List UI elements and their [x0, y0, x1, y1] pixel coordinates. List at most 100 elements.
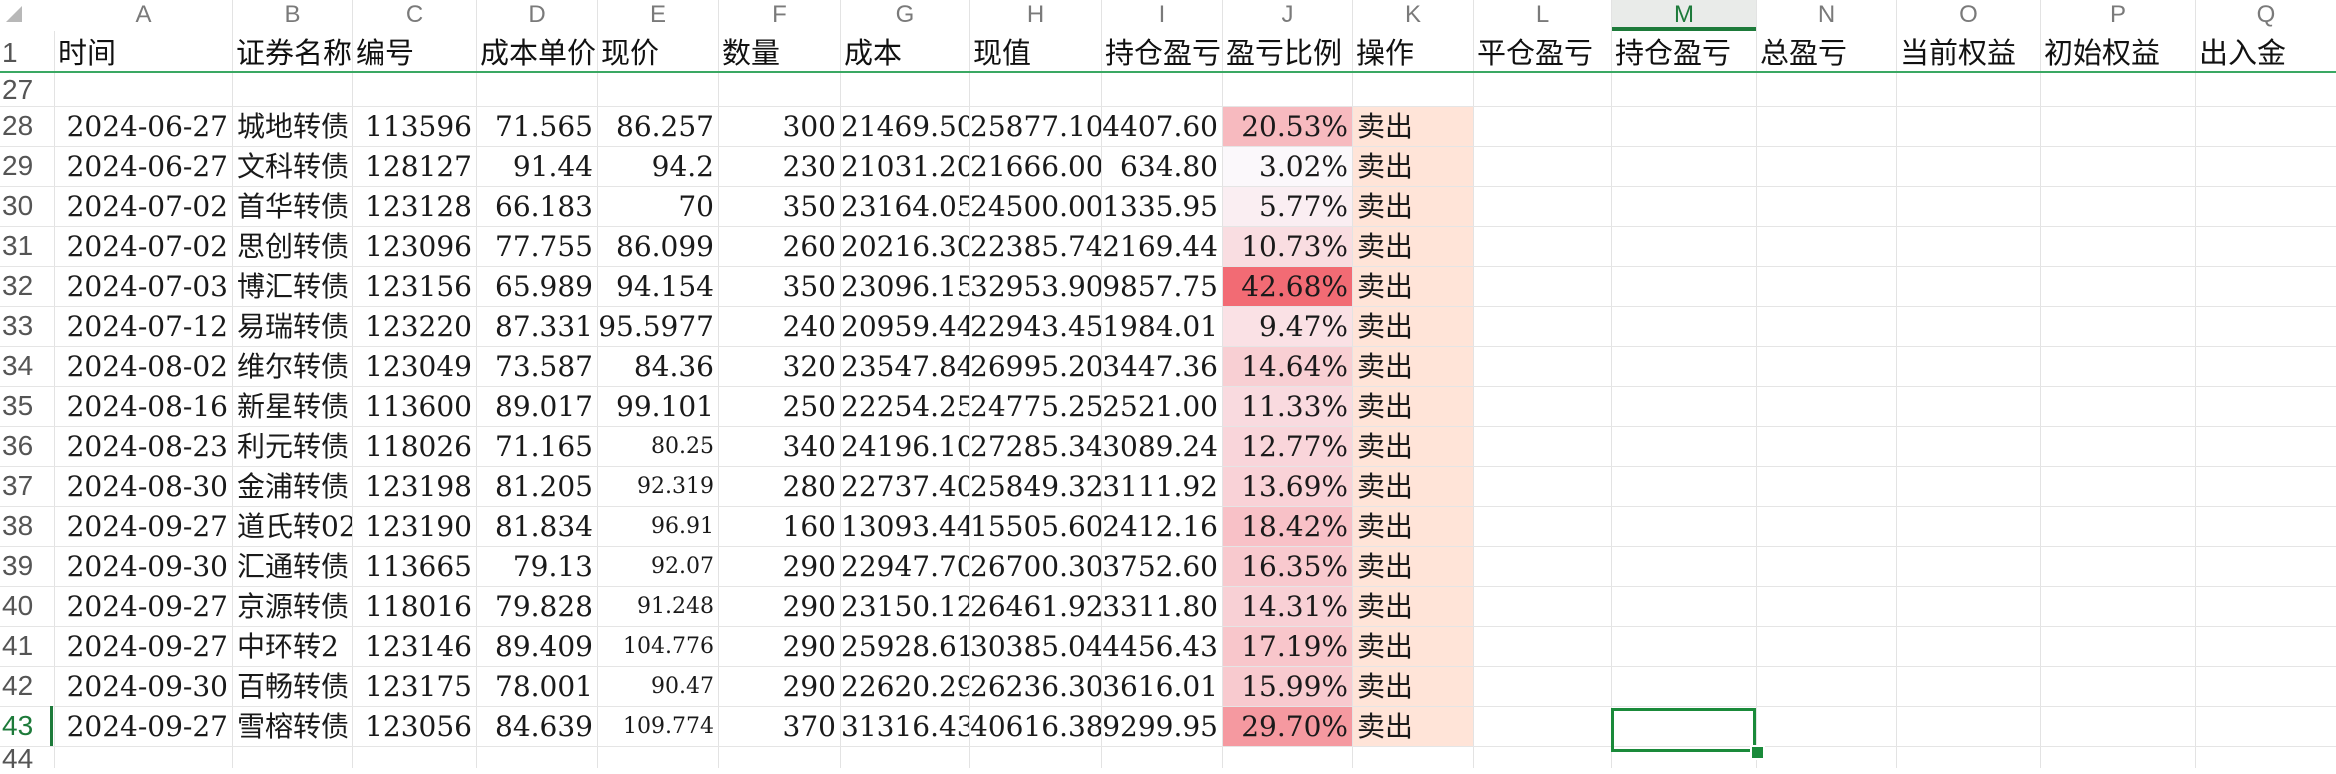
cell-code[interactable]: 128127	[365, 150, 472, 183]
row-header-42[interactable]: 42	[2, 670, 34, 701]
header-cell-a[interactable]: 时间	[58, 36, 117, 70]
row-header-27[interactable]: 27	[2, 74, 34, 105]
cell-name[interactable]: 道氏转02	[237, 510, 352, 543]
cell-cost[interactable]: 23164.05	[841, 190, 969, 223]
cell-cost[interactable]: 24196.10	[841, 430, 969, 463]
cell-pnl[interactable]: 634.80	[1120, 150, 1218, 183]
row-header-1[interactable]: 1	[2, 37, 18, 68]
cell-pnl[interactable]: 3447.36	[1102, 350, 1218, 383]
cell-price[interactable]: 84.36	[633, 350, 714, 383]
cell-pnl[interactable]: 3616.01	[1102, 670, 1218, 703]
cell-action[interactable]: 卖出	[1353, 347, 1473, 386]
cell-qty[interactable]: 350	[782, 270, 836, 303]
cell-date[interactable]: 2024-07-12	[66, 310, 228, 343]
cell-ratio[interactable]: 12.77%	[1223, 427, 1352, 466]
cell-action[interactable]: 卖出	[1353, 627, 1473, 666]
cell-pnl[interactable]: 3311.80	[1102, 590, 1218, 623]
cell-date[interactable]: 2024-06-27	[66, 110, 228, 143]
header-cell-m[interactable]: 持仓盈亏	[1615, 36, 1732, 70]
cell-cost-price[interactable]: 81.834	[495, 510, 593, 543]
cell-ratio[interactable]: 13.69%	[1223, 467, 1352, 506]
cell-value[interactable]: 22385.74	[970, 230, 1101, 263]
cell-name[interactable]: 金浦转债	[237, 470, 350, 503]
cell-code[interactable]: 123128	[365, 190, 472, 223]
cell-action[interactable]: 卖出	[1353, 707, 1473, 746]
cell-cost-price[interactable]: 73.587	[495, 350, 593, 383]
cell-cost[interactable]: 20216.30	[841, 230, 969, 263]
column-header-k[interactable]: K	[1353, 0, 1474, 31]
cell-ratio[interactable]: 16.35%	[1223, 547, 1352, 586]
cell-cost-price[interactable]: 71.565	[495, 110, 593, 143]
row-header-40[interactable]: 40	[2, 590, 34, 621]
cell-pnl[interactable]: 4407.60	[1102, 110, 1218, 143]
cell-qty[interactable]: 240	[782, 310, 836, 343]
cell-pnl[interactable]: 3089.24	[1102, 430, 1218, 463]
cell-code[interactable]: 113596	[365, 110, 472, 143]
cell-code[interactable]: 123146	[365, 630, 472, 663]
header-cell-i[interactable]: 持仓盈亏	[1105, 36, 1222, 70]
cell-cost[interactable]: 21031.20	[841, 150, 969, 183]
cell-value[interactable]: 22943.45	[970, 310, 1101, 343]
cell-cost-price[interactable]: 77.755	[495, 230, 593, 263]
cell-pnl[interactable]: 3752.60	[1102, 550, 1218, 583]
header-cell-f[interactable]: 数量	[722, 36, 781, 70]
cell-cost-price[interactable]: 81.205	[495, 470, 593, 503]
cell-date[interactable]: 2024-08-30	[66, 470, 228, 503]
row-header-28[interactable]: 28	[2, 110, 34, 141]
cell-qty[interactable]: 230	[782, 150, 836, 183]
cell-name[interactable]: 京源转债	[237, 590, 350, 623]
cell-ratio[interactable]: 3.02%	[1223, 147, 1352, 186]
cell-cost[interactable]: 31316.43	[841, 710, 969, 743]
row-header-39[interactable]: 39	[2, 550, 34, 581]
column-header-i[interactable]: I	[1102, 0, 1223, 31]
cell-cost-price[interactable]: 87.331	[495, 310, 593, 343]
cell-date[interactable]: 2024-08-23	[66, 430, 228, 463]
cell-name[interactable]: 百畅转债	[237, 670, 350, 703]
cell-ratio[interactable]: 15.99%	[1223, 667, 1352, 706]
cell-qty[interactable]: 290	[782, 550, 836, 583]
cell-price[interactable]: 99.101	[616, 390, 714, 423]
cell-price[interactable]: 109.774	[623, 714, 714, 739]
cell-value[interactable]: 24500.00	[970, 190, 1101, 223]
header-cell-e[interactable]: 现价	[601, 36, 660, 70]
cell-value[interactable]: 26700.30	[970, 550, 1101, 583]
cell-cost-price[interactable]: 89.017	[495, 390, 593, 423]
cell-action[interactable]: 卖出	[1353, 387, 1473, 426]
cell-qty[interactable]: 300	[782, 110, 836, 143]
cell-date[interactable]: 2024-09-27	[66, 630, 228, 663]
cell-name[interactable]: 文科转债	[237, 150, 350, 183]
cell-qty[interactable]: 290	[782, 670, 836, 703]
cell-name[interactable]: 思创转债	[237, 230, 350, 263]
cell-ratio[interactable]: 5.77%	[1223, 187, 1352, 226]
cell-date[interactable]: 2024-07-03	[66, 270, 228, 303]
cell-value[interactable]: 27285.34	[970, 430, 1101, 463]
cell-value[interactable]: 15505.60	[970, 510, 1101, 543]
column-header-a[interactable]: A	[55, 0, 233, 31]
cell-date[interactable]: 2024-09-30	[66, 550, 228, 583]
cell-price[interactable]: 91.248	[637, 594, 714, 619]
cell-pnl[interactable]: 9299.95	[1102, 710, 1218, 743]
cell-ratio[interactable]: 14.31%	[1223, 587, 1352, 626]
cell-date[interactable]: 2024-08-02	[66, 350, 228, 383]
cell-date[interactable]: 2024-07-02	[66, 230, 228, 263]
cell-cost-price[interactable]: 91.44	[512, 150, 593, 183]
cell-value[interactable]: 30385.04	[970, 630, 1101, 663]
select-all-corner[interactable]	[6, 6, 22, 22]
header-cell-n[interactable]: 总盈亏	[1760, 36, 1848, 70]
cell-action[interactable]: 卖出	[1353, 227, 1473, 266]
cell-qty[interactable]: 320	[782, 350, 836, 383]
cell-cost-price[interactable]: 65.989	[495, 270, 593, 303]
cell-name[interactable]: 汇通转债	[237, 550, 350, 583]
cell-code[interactable]: 123056	[365, 710, 472, 743]
column-header-o[interactable]: O	[1897, 0, 2041, 31]
cell-ratio[interactable]: 10.73%	[1223, 227, 1352, 266]
cell-code[interactable]: 123049	[365, 350, 472, 383]
cell-ratio[interactable]: 14.64%	[1223, 347, 1352, 386]
header-cell-c[interactable]: 编号	[356, 36, 415, 70]
cell-price[interactable]: 96.91	[651, 514, 714, 539]
cell-price[interactable]: 92.07	[651, 554, 714, 579]
cell-name[interactable]: 博汇转债	[237, 270, 350, 303]
cell-cost[interactable]: 23096.15	[841, 270, 969, 303]
cell-value[interactable]: 21666.00	[970, 150, 1101, 183]
